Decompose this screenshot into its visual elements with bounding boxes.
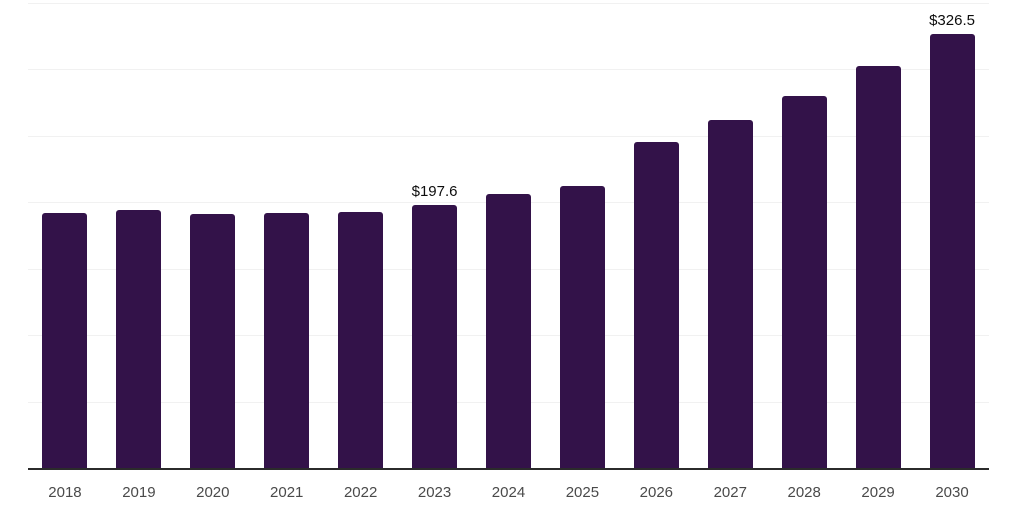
bar-value-label: $326.5 <box>929 11 975 29</box>
x-tick-2020: 2020 <box>196 484 230 501</box>
x-tick-2029: 2029 <box>861 484 895 501</box>
bar-2019[interactable] <box>116 210 162 468</box>
bar-slot <box>545 0 619 468</box>
x-tick-2025: 2025 <box>565 484 600 501</box>
x-tick-2026: 2026 <box>639 484 674 501</box>
bar-slot <box>472 0 546 468</box>
bar-slot <box>176 0 250 468</box>
x-axis-tick-labels: 2018 2019 2020 2021 2022 2023 2024 2025 2026 2027… <box>28 472 989 502</box>
bar-slot <box>28 0 102 468</box>
x-tick-2028: 2028 <box>787 484 821 501</box>
bar-slot: $197.6 <box>398 0 472 468</box>
x-tick-2018: 2018 <box>48 484 82 501</box>
bar-slot <box>841 0 915 468</box>
x-tick-2021: 2021 <box>270 484 304 501</box>
bar-2024[interactable] <box>485 193 531 468</box>
bar-slot <box>767 0 841 468</box>
gridline <box>28 135 989 137</box>
bar-2018[interactable] <box>42 212 88 468</box>
bar-2029[interactable] <box>855 66 901 468</box>
bar-slot <box>102 0 176 468</box>
x-axis-line <box>28 468 989 470</box>
x-tick-2027: 2027 <box>713 484 747 501</box>
bar-2022[interactable] <box>338 211 384 468</box>
x-tick-2022: 2022 <box>343 484 378 501</box>
bar-2028[interactable] <box>781 95 827 468</box>
bar-2026[interactable] <box>633 141 679 468</box>
bar-value-label: $197.6 <box>411 183 458 201</box>
bar-slot <box>250 0 324 468</box>
bar-series: $197.6 $326.5 <box>28 0 989 468</box>
bar-slot: $326.5 <box>915 0 989 468</box>
bar-2023[interactable] <box>412 205 458 468</box>
bar-2021[interactable] <box>264 212 310 468</box>
plot-area: $197.6 $326.5 <box>28 0 989 470</box>
x-tick-2023: 2023 <box>417 484 452 501</box>
bar-2020[interactable] <box>190 213 236 468</box>
gridline <box>28 2 989 4</box>
x-tick-2024: 2024 <box>491 484 526 501</box>
x-tick-2019: 2019 <box>122 484 156 501</box>
bar-slot <box>693 0 767 468</box>
bar-slot <box>619 0 693 468</box>
x-tick-2030: 2030 <box>935 484 969 501</box>
bar-2027[interactable] <box>707 120 753 468</box>
bar-2025[interactable] <box>559 185 605 468</box>
gridline <box>28 69 989 70</box>
bar-slot <box>324 0 398 468</box>
bar-2030[interactable] <box>929 33 975 468</box>
